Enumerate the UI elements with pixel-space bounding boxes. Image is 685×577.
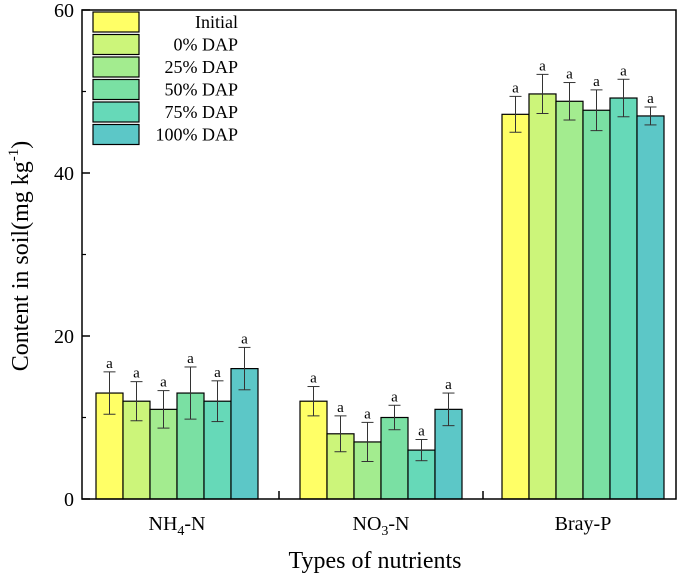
legend-swatch xyxy=(92,56,140,78)
legend-label: 75% DAP xyxy=(164,102,238,122)
legend-label: 100% DAP xyxy=(155,125,238,145)
x-tick-label-rest: -N xyxy=(388,513,409,535)
significance-label: a xyxy=(364,406,371,422)
bar xyxy=(609,97,638,500)
x-tick-label: Bray-P xyxy=(555,513,612,535)
significance-label: a xyxy=(647,91,654,107)
legend-swatch xyxy=(92,11,140,33)
bar-series: a a a a a a a a a a a a a a a a a a xyxy=(95,58,665,500)
significance-label: a xyxy=(566,67,573,83)
significance-label: a xyxy=(445,377,452,393)
y-tick-label: 60 xyxy=(54,0,74,22)
significance-label: a xyxy=(133,366,140,382)
y-tick-label: 0 xyxy=(64,489,74,511)
bar xyxy=(528,93,557,500)
plot-frame xyxy=(81,9,677,500)
x-tick-label-subscript: 3 xyxy=(381,524,388,539)
significance-label: a xyxy=(214,365,221,381)
legend-swatch xyxy=(92,101,140,123)
y-axis-title-close: ) xyxy=(8,141,34,149)
bar xyxy=(555,100,584,500)
significance-label: a xyxy=(160,375,167,391)
legend-label: 0% DAP xyxy=(173,35,238,55)
bar xyxy=(582,109,611,500)
significance-label: a xyxy=(620,63,627,79)
y-tick-label: 40 xyxy=(54,163,74,185)
x-tick-label: NO3-N xyxy=(353,513,410,539)
y-axis: 0 20 40 60 xyxy=(54,0,90,511)
significance-label: a xyxy=(337,400,344,416)
legend-swatch xyxy=(92,123,140,146)
significance-label: a xyxy=(539,58,546,74)
bar xyxy=(636,115,665,500)
significance-label: a xyxy=(241,331,248,347)
svg-text:Content in soil(mg kg-1): Content in soil(mg kg-1) xyxy=(6,141,34,372)
x-tick-label-base: NH xyxy=(149,513,178,535)
legend-swatch xyxy=(92,33,140,56)
bar xyxy=(501,113,530,500)
x-tick-label-base: Bray-P xyxy=(555,513,612,535)
significance-label: a xyxy=(391,389,398,405)
significance-label: a xyxy=(593,74,600,90)
x-axis-title: Types of nutrients xyxy=(289,548,462,574)
y-tick-label: 20 xyxy=(54,326,74,348)
significance-label: a xyxy=(512,80,519,96)
legend-label: 25% DAP xyxy=(164,57,238,77)
y-axis-title-superscript: -1 xyxy=(6,149,22,162)
y-axis-title-main: Content in soil(mg kg xyxy=(8,161,34,371)
x-tick-label-base: NO xyxy=(353,513,382,535)
significance-label: a xyxy=(187,351,194,367)
legend-label: Initial xyxy=(195,12,238,32)
x-tick-label-rest: -N xyxy=(184,513,205,535)
significance-label: a xyxy=(106,356,113,372)
legend-swatch xyxy=(92,78,140,101)
significance-label: a xyxy=(310,371,317,387)
significance-label: a xyxy=(418,424,425,440)
x-tick-label-subscript: 4 xyxy=(177,524,184,539)
legend-label: 50% DAP xyxy=(164,80,238,100)
y-axis-title: Content in soil(mg kg-1) xyxy=(6,141,34,372)
x-tick-label: NH4-N xyxy=(149,513,206,539)
x-axis: NH4-N NO3-N Bray-P xyxy=(149,491,612,539)
